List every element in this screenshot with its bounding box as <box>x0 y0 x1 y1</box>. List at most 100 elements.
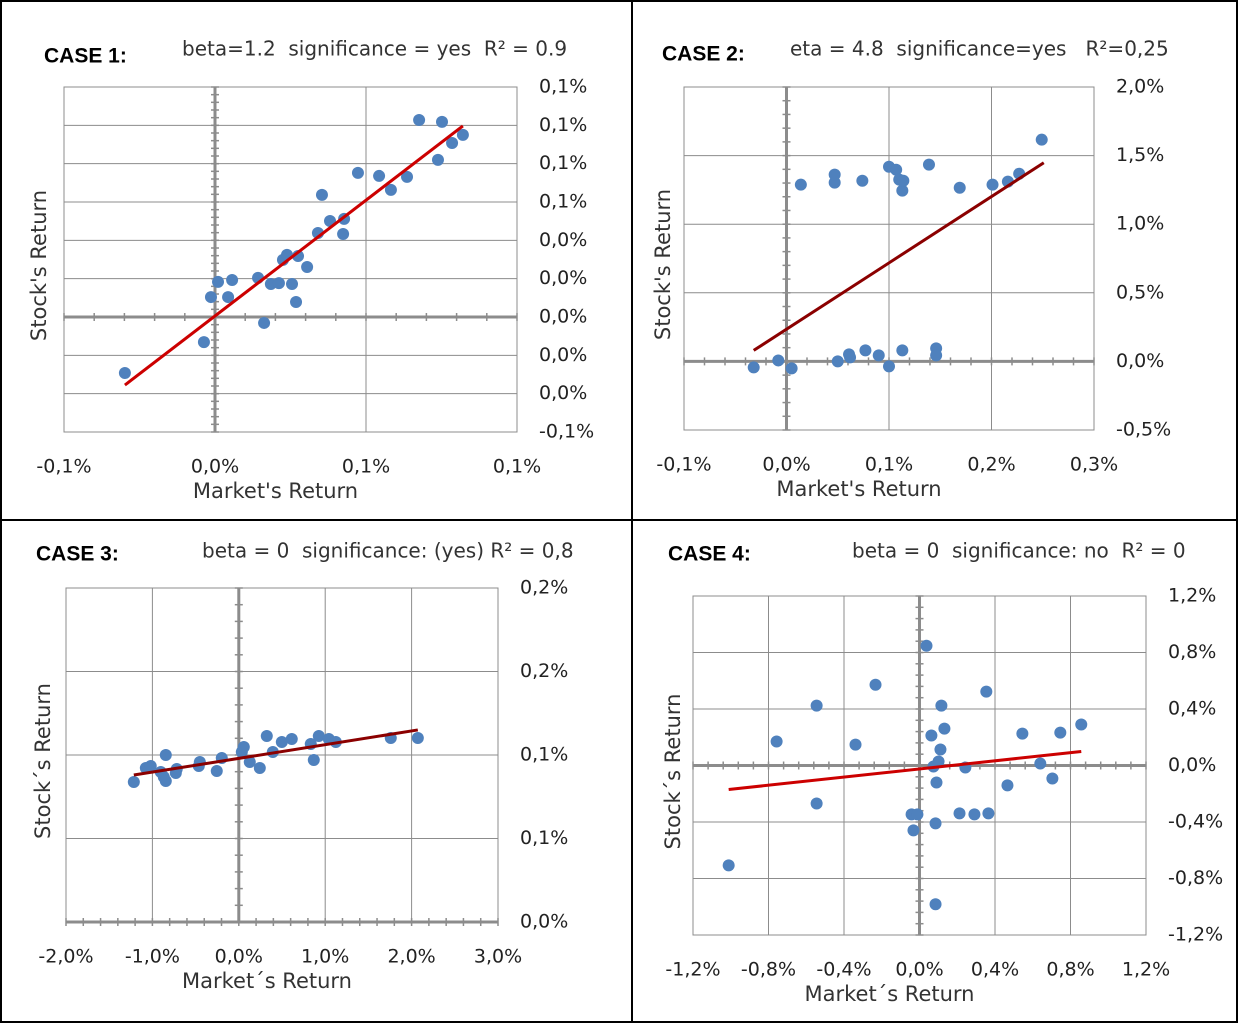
y-tick-label: -0,1% <box>539 421 594 443</box>
y-tick-label: -1,2% <box>1168 924 1223 946</box>
y-axis-label: Stock's Return <box>27 190 51 341</box>
scatter-point <box>920 639 933 652</box>
y-tick-label: 2,0% <box>1116 76 1164 98</box>
x-axis-label: Market´s Return <box>805 982 975 1006</box>
scatter-point <box>980 685 993 698</box>
x-tick-label: 2,0% <box>387 946 435 968</box>
chart-title: beta = 0 significance: (yes) R² = 0,8 <box>202 539 574 563</box>
scatter-point <box>212 275 225 288</box>
scatter-point <box>935 699 948 712</box>
scatter-point <box>258 316 271 329</box>
scatter-point <box>312 729 325 742</box>
y-tick-label: 0,0% <box>539 306 587 328</box>
scatter-point <box>1075 718 1088 731</box>
scatter-point <box>159 775 172 788</box>
y-tick-label: 0,0% <box>1168 754 1216 776</box>
chart-title: eta = 4.8 significance=yes R²=0,25 <box>790 37 1169 61</box>
x-tick-label: 0,0% <box>895 959 943 981</box>
scatter-point <box>144 760 157 773</box>
scatter-point <box>770 735 783 748</box>
scatter-point <box>859 344 872 357</box>
y-tick-label: 0,8% <box>1168 641 1216 663</box>
scatter-point <box>897 174 910 187</box>
scatter-point <box>226 274 239 287</box>
scatter-point <box>929 898 942 911</box>
y-tick-label: 0,4% <box>1168 698 1216 720</box>
scatter-point <box>930 349 943 362</box>
x-tick-label: 0,0% <box>762 454 810 476</box>
scatter-point <box>286 278 299 291</box>
x-tick-label: 0,3% <box>1070 454 1118 476</box>
y-tick-label: 0,5% <box>1116 281 1164 303</box>
scatter-point <box>810 797 823 810</box>
scatter-point <box>384 183 397 196</box>
scatter-point <box>911 808 924 821</box>
y-axis-label: Stock´s Return <box>661 694 685 850</box>
y-tick-label: 1,0% <box>1116 213 1164 235</box>
scatter-point <box>856 174 869 187</box>
scatter-point <box>938 722 951 735</box>
case-label: CASE 3: <box>36 543 119 566</box>
scatter-point <box>222 291 235 304</box>
scatter-point <box>849 738 862 751</box>
x-tick-label: 0,0% <box>191 456 239 478</box>
scatter-point <box>953 807 966 820</box>
scatter-point <box>159 749 172 761</box>
x-axis-label: Market's Return <box>193 479 358 503</box>
scatter-point <box>275 735 288 748</box>
x-axis-label: Market's Return <box>776 477 941 501</box>
scatter-point <box>929 817 942 830</box>
x-tick-label: -0,4% <box>816 959 871 981</box>
case-label: CASE 1: <box>44 45 127 68</box>
y-tick-label: 0,0% <box>539 229 587 251</box>
scatter-point <box>953 181 966 194</box>
scatter-point <box>883 360 895 373</box>
scatter-point <box>456 128 469 141</box>
x-tick-label: 1,0% <box>301 946 349 968</box>
scatter-point <box>1046 772 1059 785</box>
x-tick-label: -2,0% <box>38 946 93 968</box>
scatter-point <box>301 260 314 273</box>
scatter-point <box>307 754 320 767</box>
y-tick-label: 0,0% <box>1116 350 1164 372</box>
scatter-point <box>794 178 807 191</box>
y-tick-label: 0,1% <box>539 191 587 213</box>
x-tick-label: 3,0% <box>474 946 522 968</box>
chart-title: beta=1.2 significance = yes R² = 0.9 <box>182 37 567 61</box>
trend-line <box>123 124 464 387</box>
trend-line <box>752 161 1045 352</box>
y-tick-label: 0,1% <box>539 76 587 98</box>
case-label: CASE 2: <box>662 43 745 66</box>
scatter-point <box>118 366 131 379</box>
scatter-point <box>411 731 424 744</box>
scatter-point <box>210 765 223 778</box>
scatter-point <box>785 362 798 375</box>
x-tick-label: 1,2% <box>1122 959 1170 981</box>
scatter-point <box>869 678 882 691</box>
scatter-point <box>315 188 328 201</box>
scatter-point <box>831 355 844 368</box>
y-tick-label: 0,0% <box>539 344 587 366</box>
y-tick-label: 0,1% <box>539 152 587 174</box>
y-tick-label: 0,2% <box>520 660 568 682</box>
scatter-point <box>253 762 266 775</box>
scatter-point <box>446 136 459 149</box>
x-tick-label: -0,8% <box>741 959 796 981</box>
scatter-point <box>337 228 350 241</box>
y-axis-label: Stock's Return <box>651 189 675 340</box>
y-tick-label: -0,8% <box>1168 867 1223 889</box>
x-tick-label: -1,2% <box>665 959 720 981</box>
x-tick-label: 0,0% <box>215 946 263 968</box>
scatter-point <box>896 344 909 357</box>
x-tick-label: 0,1% <box>865 454 913 476</box>
scatter-point <box>930 776 943 789</box>
scatter-point <box>1035 133 1048 146</box>
x-tick-label: -0,1% <box>36 456 91 478</box>
y-tick-label: 1,5% <box>1116 144 1164 166</box>
y-tick-label: 0,1% <box>520 827 568 849</box>
chart-title: beta = 0 significance: no R² = 0 <box>852 539 1186 563</box>
scatter-point <box>373 169 386 182</box>
scatter-point <box>1016 727 1029 740</box>
